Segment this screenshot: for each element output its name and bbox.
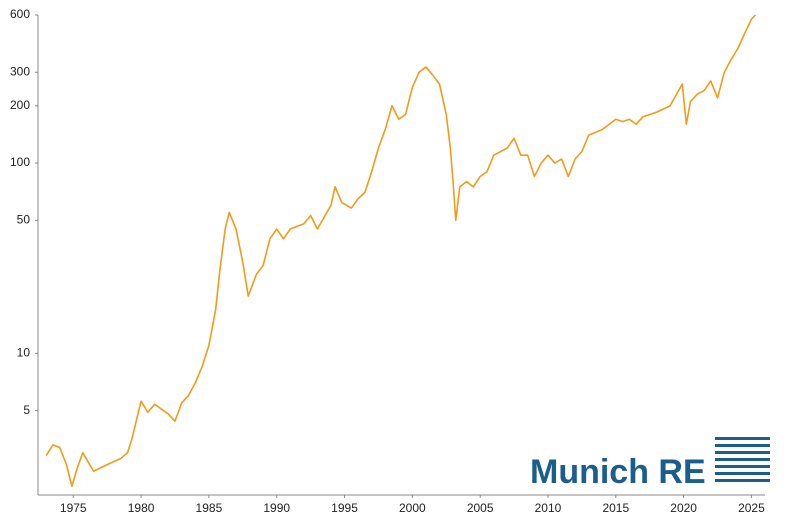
y-tick-label: 100 <box>10 155 30 169</box>
y-tick-label: 300 <box>10 64 30 78</box>
x-tick-label: 2015 <box>602 501 629 515</box>
x-tick-label: 2010 <box>535 501 562 515</box>
y-tick-label: 5 <box>23 403 30 417</box>
logo-text: Munich RE <box>530 453 706 491</box>
logo: Munich RE <box>530 437 770 491</box>
logo-icon <box>715 437 770 482</box>
x-tick-label: 2000 <box>399 501 426 515</box>
y-tick-label: 600 <box>10 7 30 21</box>
y-tick-label: 200 <box>10 98 30 112</box>
x-tick-label: 2025 <box>738 501 765 515</box>
x-tick-label: 1995 <box>331 501 358 515</box>
x-tick-label: 2020 <box>670 501 697 515</box>
price-line <box>45 14 757 488</box>
x-tick-label: 1985 <box>196 501 223 515</box>
x-tick-label: 1975 <box>60 501 87 515</box>
x-tick-label: 1990 <box>263 501 290 515</box>
y-tick-label: 10 <box>17 345 31 359</box>
y-tick-label: 50 <box>17 212 31 226</box>
x-tick-label: 2005 <box>467 501 494 515</box>
x-tick-label: 1980 <box>128 501 155 515</box>
